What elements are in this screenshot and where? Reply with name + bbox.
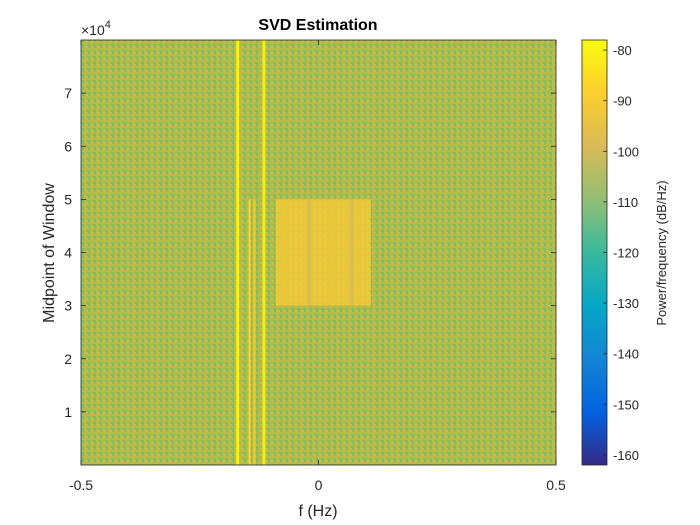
colorbar-tick-label: -140 bbox=[613, 347, 639, 362]
colorbar-tick-label: -90 bbox=[613, 94, 632, 109]
x-axis: -0.5 0 0.5 bbox=[69, 40, 566, 493]
colorbar-axis: -80 -90 -100 -110 -120 -130 -140 -150 -160 bbox=[603, 43, 639, 463]
band-notch bbox=[349, 199, 354, 306]
colorbar-tick-label: -120 bbox=[613, 246, 639, 261]
y-tick-label: 4 bbox=[64, 245, 72, 261]
colorbar-label: Power/frequency (dB/Hz) bbox=[654, 180, 669, 325]
colorbar-tick-label: -130 bbox=[613, 296, 639, 311]
y-axis: 1 2 3 4 5 6 7 bbox=[64, 85, 556, 420]
colorbar-tick-label: -110 bbox=[613, 195, 638, 210]
chart-title: SVD Estimation bbox=[258, 17, 377, 34]
spectrogram-marks bbox=[236, 40, 371, 465]
y-exponent-power: 4 bbox=[105, 19, 111, 31]
band-block bbox=[275, 199, 371, 306]
y-axis-label: Midpoint of Window bbox=[41, 183, 58, 323]
colorbar bbox=[581, 39, 608, 466]
colorbar-tick-label: -150 bbox=[613, 397, 639, 412]
y-tick-label: 7 bbox=[64, 85, 72, 101]
colorbar-tick-label: -160 bbox=[613, 448, 639, 463]
y-tick-label: 1 bbox=[64, 404, 72, 420]
y-tick-label: 2 bbox=[64, 351, 72, 367]
colorbar-tick-label: -100 bbox=[613, 144, 639, 159]
y-tick-label: 5 bbox=[64, 191, 72, 207]
y-tick-label: 6 bbox=[64, 138, 72, 154]
colorbar-tick-label: -80 bbox=[613, 43, 632, 58]
x-tick-label: -0.5 bbox=[69, 477, 93, 493]
x-tick-label: 0.5 bbox=[546, 477, 566, 493]
band-notch bbox=[307, 199, 311, 306]
y-tick-label: 3 bbox=[64, 298, 72, 314]
y-exponent-label: ×104 bbox=[81, 19, 111, 38]
x-axis-label: f (Hz) bbox=[298, 503, 337, 520]
y-exponent-base: ×10 bbox=[81, 22, 105, 38]
x-tick-label: 0 bbox=[315, 477, 323, 493]
